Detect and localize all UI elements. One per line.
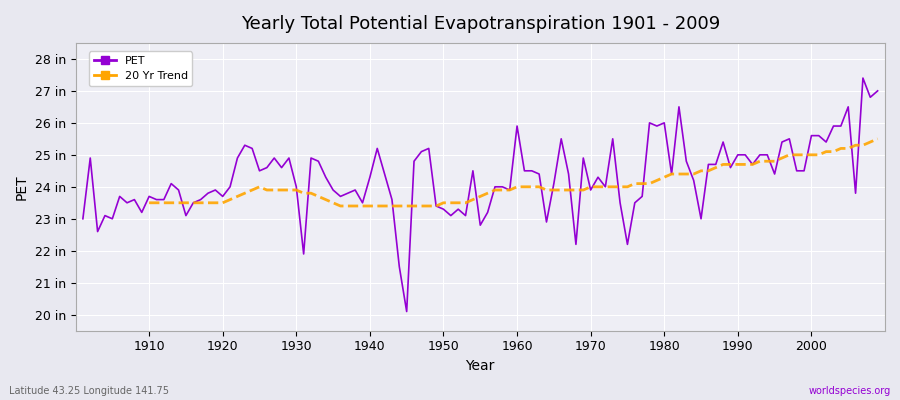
- Y-axis label: PET: PET: [15, 174, 29, 200]
- Title: Yearly Total Potential Evapotranspiration 1901 - 2009: Yearly Total Potential Evapotranspiratio…: [240, 15, 720, 33]
- Text: worldspecies.org: worldspecies.org: [809, 386, 891, 396]
- X-axis label: Year: Year: [465, 359, 495, 373]
- Text: Latitude 43.25 Longitude 141.75: Latitude 43.25 Longitude 141.75: [9, 386, 169, 396]
- Legend: PET, 20 Yr Trend: PET, 20 Yr Trend: [89, 51, 193, 86]
